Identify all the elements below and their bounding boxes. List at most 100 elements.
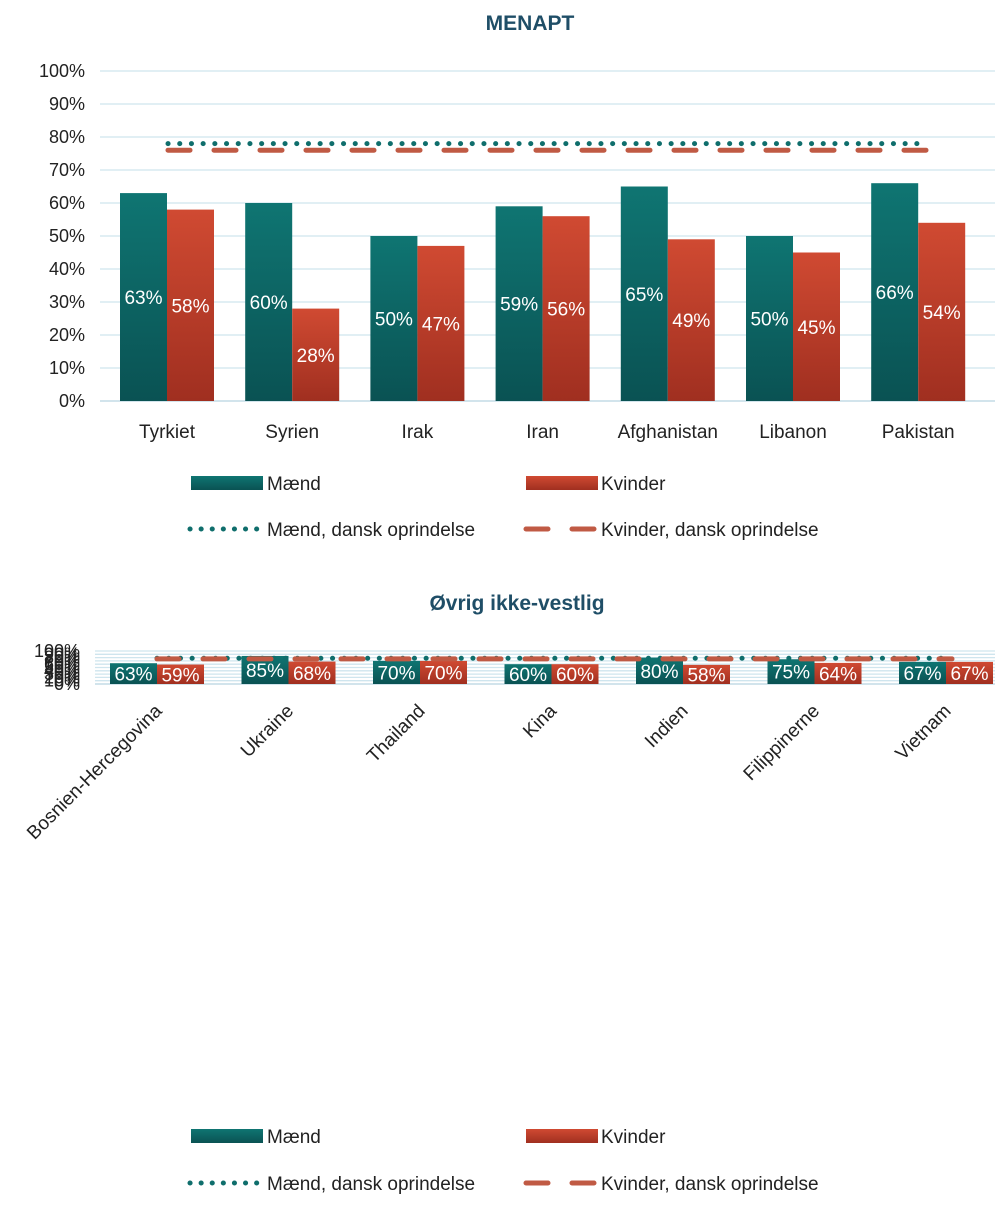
bar-women — [542, 216, 590, 401]
data-label-women: 60% — [556, 665, 594, 686]
data-label-men: 75% — [772, 663, 810, 684]
legend-swatch-men — [191, 476, 263, 490]
data-label-men: 50% — [375, 310, 413, 331]
data-label-men: 67% — [903, 664, 941, 685]
data-label-women: 56% — [547, 300, 585, 321]
bar-men — [495, 206, 543, 401]
bar-women — [918, 222, 966, 401]
data-label-men: 80% — [640, 662, 678, 683]
chart-title: MENAPT — [486, 12, 575, 35]
x-tick-label: Kina — [519, 700, 561, 742]
data-label-men: 60% — [509, 665, 547, 686]
data-label-women: 58% — [687, 665, 725, 686]
legend-label-women: Kvinder — [601, 1127, 666, 1148]
bar-men — [746, 236, 793, 401]
x-tick-label: Thailand — [363, 701, 429, 767]
x-tick-label: Irak — [402, 422, 434, 443]
y-tick-label: 50% — [44, 658, 80, 678]
bar-men — [871, 183, 919, 401]
x-tick-label: Syrien — [265, 422, 319, 443]
y-tick-label: 90% — [44, 644, 80, 664]
data-label-women: 68% — [293, 664, 331, 685]
data-label-women: 70% — [424, 663, 462, 684]
y-tick-label: 80% — [44, 648, 80, 668]
data-label-men: 85% — [246, 661, 284, 682]
data-label-women: 49% — [672, 311, 710, 332]
data-label-men: 59% — [500, 295, 538, 316]
legend-label-men: Mænd — [267, 474, 321, 495]
y-tick-label: 100% — [39, 61, 85, 81]
x-tick-label: Vietnam — [892, 701, 956, 765]
x-tick-label: Indien — [641, 701, 692, 752]
data-label-women: 58% — [171, 296, 209, 317]
bar-women — [417, 245, 465, 401]
y-tick-label: 80% — [49, 127, 85, 147]
bar-women — [814, 662, 862, 684]
data-label-men: 60% — [250, 293, 288, 314]
bar-women — [167, 209, 214, 401]
data-label-women: 45% — [797, 318, 835, 339]
bar-men — [767, 659, 815, 684]
x-tick-label: Tyrkiet — [139, 422, 196, 443]
bar-men — [899, 661, 946, 684]
data-label-women: 64% — [819, 664, 857, 685]
y-tick-label: 0% — [54, 674, 80, 694]
legend-swatch-men — [191, 1129, 263, 1143]
y-tick-label: 10% — [49, 358, 85, 378]
data-label-men: 66% — [876, 283, 914, 304]
chart-legend: Mænd Kvinder Mænd, dansk oprindelse Kvin… — [187, 474, 819, 541]
legend-label-men: Mænd — [267, 1127, 321, 1148]
bar-women — [157, 664, 204, 684]
y-tick-label: 20% — [44, 667, 80, 687]
y-tick-label: 70% — [49, 160, 85, 180]
x-tick-label: Bosnien-Hercegovina — [23, 700, 167, 844]
x-tick-label: Filippinerne — [740, 701, 824, 785]
y-tick-label: 70% — [44, 651, 80, 671]
data-label-women: 54% — [923, 303, 961, 324]
legend-label-men-ref: Mænd, dansk oprindelse — [267, 520, 475, 541]
bar-women — [793, 252, 840, 401]
legend-label-women: Kvinder — [601, 474, 666, 495]
y-tick-label: 30% — [44, 664, 80, 684]
menapt-chart: MENAPT 0% 10% 20% 30% 40% 50% 60% 70% 80% 90% 100%… — [39, 12, 995, 541]
data-label-women: 28% — [297, 346, 335, 367]
legend-label-men-ref: Mænd, dansk oprindelse — [267, 1174, 475, 1195]
bar-men — [245, 203, 293, 401]
data-label-men: 65% — [625, 285, 663, 306]
y-tick-label: 90% — [49, 94, 85, 114]
x-tick-label: Iran — [526, 422, 559, 443]
bar-men — [370, 236, 418, 401]
bar-women — [420, 660, 467, 684]
y-tick-label: 30% — [49, 292, 85, 312]
y-tick-label: 40% — [44, 661, 80, 681]
x-tick-label: Ukraine — [237, 701, 298, 762]
ovrig-ikke-vestlig-chart: Øvrig ikke-vestlig 0%10%20%30%40%50% 60% 7… — [23, 592, 995, 1195]
bar-women — [946, 661, 993, 684]
bar-men — [373, 660, 420, 684]
data-label-men: 70% — [377, 663, 415, 684]
x-tick-label: Libanon — [759, 422, 827, 443]
chart-legend: Mænd Kvinder Mænd, dansk oprindelse Kvin… — [187, 1127, 819, 1195]
bar-women — [667, 239, 715, 401]
data-label-women: 59% — [161, 665, 199, 686]
bar-women — [551, 664, 599, 684]
bar-women — [288, 661, 336, 684]
data-label-men: 63% — [124, 288, 162, 309]
bar-men — [120, 193, 167, 401]
legend-label-women-ref: Kvinder, dansk oprindelse — [601, 1174, 819, 1195]
chart-title: Øvrig ikke-vestlig — [429, 592, 604, 615]
y-tick-label: 60% — [49, 193, 85, 213]
data-label-men: 50% — [750, 310, 788, 331]
y-tick-label: 100% — [34, 641, 80, 661]
y-tick-label: 50% — [49, 226, 85, 246]
data-label-men: 63% — [114, 665, 152, 686]
legend-swatch-women — [526, 1129, 598, 1143]
bar-women — [292, 308, 340, 401]
y-tick-label: 20% — [49, 325, 85, 345]
data-label-women: 47% — [422, 314, 460, 335]
x-tick-label: Afghanistan — [618, 422, 718, 443]
bar-men — [504, 664, 552, 684]
y-tick-label: 10% — [44, 671, 80, 691]
